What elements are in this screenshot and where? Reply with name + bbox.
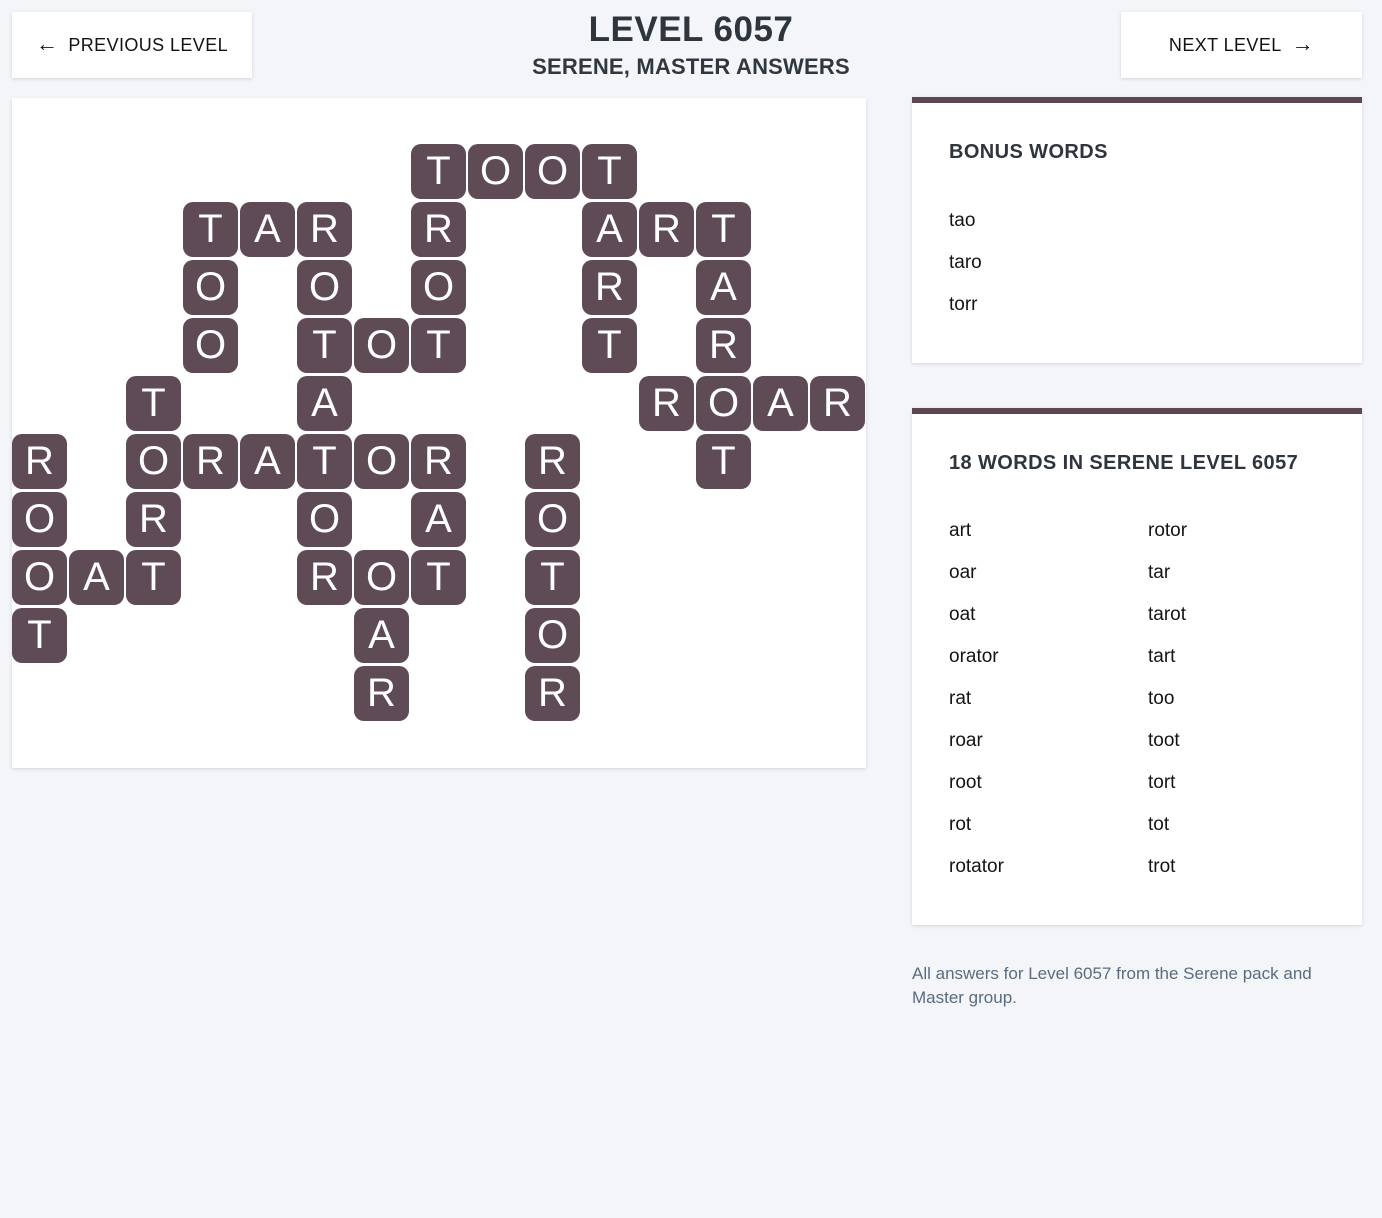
letter-tile: O (297, 260, 352, 315)
letter-tile: R (810, 376, 865, 431)
letter-tile: O (12, 492, 67, 547)
answer-word: toot (1148, 730, 1180, 751)
answer-word: tart (1148, 646, 1176, 667)
answer-word: tar (1148, 562, 1171, 583)
letter-tile: O (525, 608, 580, 663)
letter-tile: T (411, 550, 466, 605)
letter-tile: R (696, 318, 751, 373)
answer-word: oar (949, 562, 977, 583)
letter-tile: A (69, 550, 124, 605)
letter-tile: R (582, 260, 637, 315)
answer-word: tot (1148, 814, 1170, 835)
answer-words-panel: 18 WORDS IN SERENE LEVEL 6057 art oar oat o… (912, 408, 1362, 925)
left-arrow-icon: ← (35, 31, 59, 56)
letter-tile: R (525, 666, 580, 721)
answer-word: rotator (949, 856, 1004, 877)
previous-level-button[interactable]: ← PREVIOUS LEVEL (12, 12, 252, 78)
letter-tile: O (696, 376, 751, 431)
letter-tile: O (183, 318, 238, 373)
answer-word: too (1148, 688, 1175, 709)
letter-tile: O (354, 434, 409, 489)
letter-tile: R (297, 550, 352, 605)
letter-tile: T (183, 202, 238, 257)
letter-tile: A (240, 434, 295, 489)
answer-word: rotor (1148, 520, 1188, 541)
letter-tile: O (525, 144, 580, 199)
letter-tile: T (297, 318, 352, 373)
letter-tile: O (468, 144, 523, 199)
letter-tile: O (126, 434, 181, 489)
bonus-words-panel: BONUS WORDS tao taro torr (912, 97, 1362, 363)
letter-tile: O (183, 260, 238, 315)
letter-tile: O (354, 318, 409, 373)
answer-word: rat (949, 688, 972, 709)
letter-tile: A (297, 376, 352, 431)
letter-tile: T (126, 376, 181, 431)
letter-tile: R (411, 202, 466, 257)
answer-word: orator (949, 646, 999, 667)
answer-word: tort (1148, 772, 1176, 793)
words-columns: art oar oat orator rat roar root rot rotator rot… (949, 510, 1326, 888)
letter-tile: R (354, 666, 409, 721)
bonus-word: tao (949, 210, 976, 231)
letter-tile: R (411, 434, 466, 489)
previous-level-label: PREVIOUS LEVEL (68, 34, 229, 55)
letter-tile: R (639, 376, 694, 431)
answer-word: rot (949, 814, 972, 835)
letter-tile: A (582, 202, 637, 257)
letter-tile: T (582, 144, 637, 199)
letter-tile: T (696, 434, 751, 489)
bonus-word: torr (949, 294, 978, 315)
next-level-button[interactable]: NEXT LEVEL → (1121, 12, 1362, 78)
answer-word: roar (949, 730, 983, 751)
letter-tile: A (411, 492, 466, 547)
letter-tile: R (525, 434, 580, 489)
words-column-1: art oar oat orator rat roar root rot rotator (949, 510, 1148, 888)
letter-tile: T (12, 608, 67, 663)
letter-tile: A (696, 260, 751, 315)
letter-tile: T (696, 202, 751, 257)
footer-note: All answers for Level 6057 from the Sere… (912, 964, 1312, 1007)
letter-tile: R (639, 202, 694, 257)
letter-tile: R (183, 434, 238, 489)
letter-tile: O (525, 492, 580, 547)
answer-word: trot (1148, 856, 1176, 877)
answer-word: tarot (1148, 604, 1187, 625)
letter-tile: A (753, 376, 808, 431)
letter-tile: T (582, 318, 637, 373)
letter-tile: A (354, 608, 409, 663)
letter-tile: T (126, 550, 181, 605)
next-level-label: NEXT LEVEL (1168, 34, 1282, 55)
letter-tile: T (411, 318, 466, 373)
letter-tile: T (411, 144, 466, 199)
letter-tile: O (12, 550, 67, 605)
words-column-2: rotor tar tarot tart too toot tort tot trot (1148, 510, 1326, 888)
letter-tile: R (12, 434, 67, 489)
answer-words-heading: 18 WORDS IN SERENE LEVEL 6057 (949, 452, 1299, 474)
bonus-words-heading: BONUS WORDS (949, 141, 1108, 163)
letter-tile: O (411, 260, 466, 315)
bonus-words-list: tao taro torr (949, 200, 1326, 326)
answer-word: oat (949, 604, 976, 625)
letter-tile: T (297, 434, 352, 489)
right-arrow-icon: → (1291, 31, 1315, 56)
answer-word: art (949, 520, 972, 541)
letter-tile: O (354, 550, 409, 605)
letter-tile: O (297, 492, 352, 547)
letter-tile: T (525, 550, 580, 605)
bonus-word: taro (949, 252, 982, 273)
letter-tile: A (240, 202, 295, 257)
letter-tile: R (297, 202, 352, 257)
letter-tile: R (126, 492, 181, 547)
answer-word: root (949, 772, 982, 793)
